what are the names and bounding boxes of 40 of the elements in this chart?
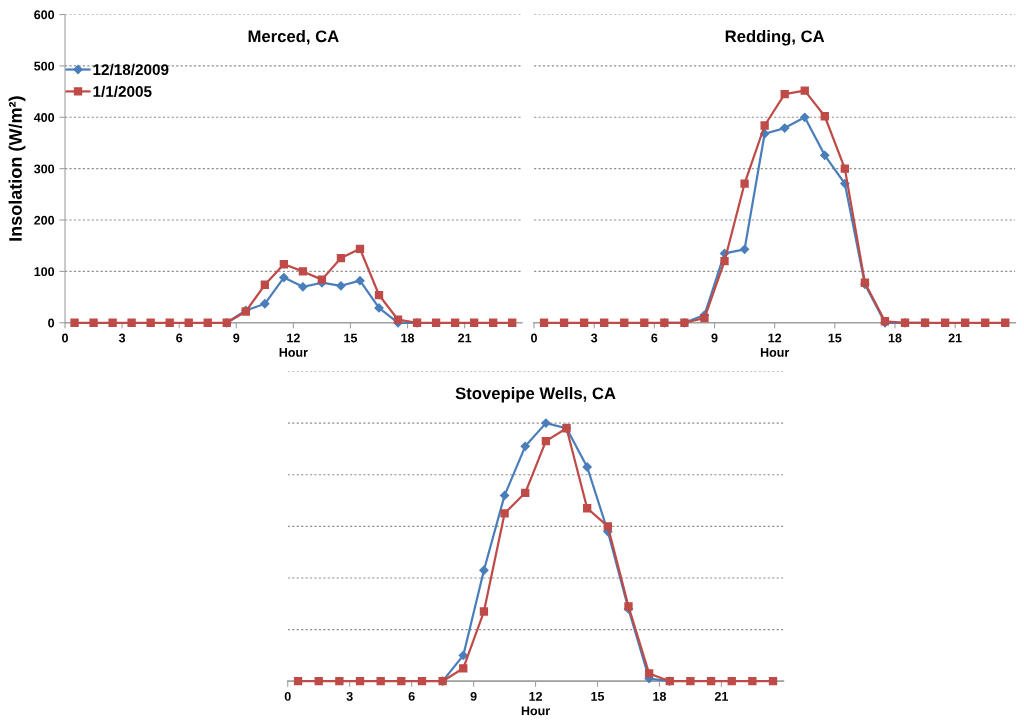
- chart-title: Stovepipe Wells, CA: [455, 386, 616, 403]
- x-tick-label: 21: [458, 333, 472, 343]
- x-tick-label: 15: [344, 333, 358, 343]
- y-tick-label: 0: [48, 318, 55, 328]
- x-tick-label: 12: [768, 333, 782, 343]
- y-tick-label: 600: [34, 10, 55, 20]
- x-tick-label: 6: [651, 333, 658, 343]
- x-tick-label: 12: [529, 691, 542, 701]
- x-tick-label: 0: [284, 691, 291, 701]
- y-axis-title: Insolation (W/m²): [8, 96, 26, 241]
- text: Redding, CA: [725, 29, 825, 46]
- y-tick-label: 500: [34, 61, 55, 71]
- x-tick-label: 3: [590, 333, 598, 343]
- x-tick-label: 9: [470, 691, 477, 701]
- y-tick-label: 100: [34, 267, 55, 277]
- x-tick-label: 15: [828, 333, 842, 343]
- x-tick-label: 3: [346, 691, 353, 701]
- y-tick-label: 200: [34, 215, 55, 225]
- y-tick-label: 300: [34, 164, 55, 174]
- x-tick-label: 3: [118, 333, 126, 343]
- x-tick-label: 21: [714, 691, 729, 701]
- x-tick-label: 21: [948, 333, 962, 343]
- x-tick-label: 9: [711, 333, 718, 343]
- x-tick-label: 18: [401, 333, 415, 343]
- x-tick-label: 6: [408, 691, 415, 701]
- x-axis-title: Hour: [760, 348, 790, 357]
- x-tick-label: 0: [531, 333, 537, 343]
- y-tick-label: 400: [33, 113, 55, 122]
- x-tick-label: 18: [888, 333, 902, 343]
- legend-label: 12/18/2009: [93, 63, 169, 76]
- x-axis-title: Hour: [521, 706, 550, 716]
- x-tick-label: 9: [233, 333, 240, 343]
- text: Merced, CA: [248, 29, 339, 45]
- legend-label: 1/1/2005: [93, 85, 152, 98]
- x-tick-label: 6: [176, 333, 183, 343]
- x-tick-label: 12: [287, 333, 300, 343]
- x-tick-label: 0: [62, 333, 68, 343]
- x-tick-label: 15: [591, 692, 605, 701]
- x-axis-title: Hour: [279, 348, 308, 357]
- x-tick-label: 18: [653, 691, 667, 701]
